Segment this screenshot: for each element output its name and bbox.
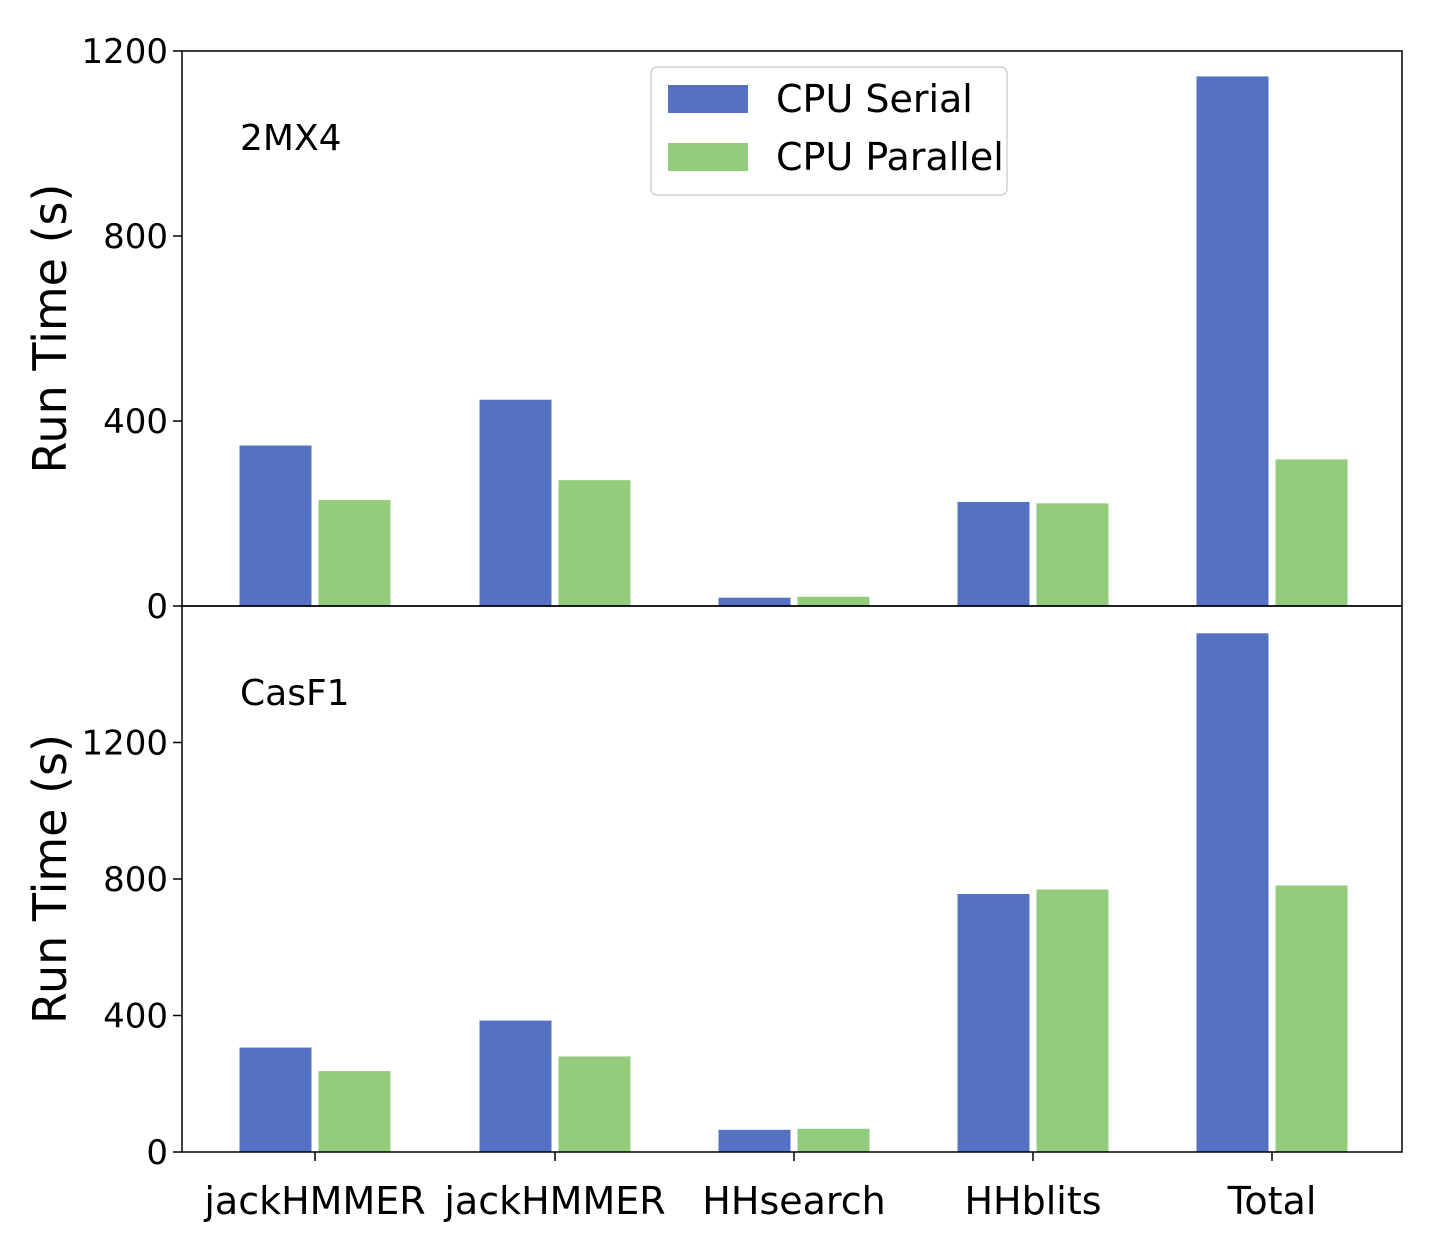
bar-cpu-parallel-2 bbox=[797, 596, 870, 606]
bar-cpu-serial-2 bbox=[718, 1129, 791, 1152]
bar-cpu-parallel-1 bbox=[558, 1056, 631, 1152]
bar-cpu-parallel-4 bbox=[1275, 459, 1348, 606]
y-tick-label: 800 bbox=[103, 217, 168, 257]
bar-cpu-parallel-1 bbox=[558, 480, 631, 606]
bar-cpu-parallel-0 bbox=[318, 1071, 391, 1152]
y-tick-label: 400 bbox=[103, 402, 168, 442]
bar-cpu-parallel-0 bbox=[318, 500, 391, 606]
y-tick-label: 0 bbox=[146, 587, 168, 627]
bar-cpu-serial-0 bbox=[239, 1047, 312, 1152]
bar-cpu-parallel-3 bbox=[1036, 503, 1109, 606]
bar-cpu-serial-0 bbox=[239, 445, 312, 606]
x-tick-label: HHblits bbox=[964, 1179, 1101, 1223]
bar-cpu-serial-2 bbox=[718, 597, 791, 606]
x-tick-label: jackHMMER bbox=[203, 1179, 425, 1223]
y-tick-label: 1200 bbox=[81, 724, 168, 764]
legend-label-cpu-parallel: CPU Parallel bbox=[776, 135, 1004, 179]
x-tick-label: HHsearch bbox=[702, 1179, 885, 1223]
legend-swatch-cpu-serial bbox=[668, 85, 748, 113]
bar-cpu-parallel-3 bbox=[1036, 889, 1109, 1152]
panel-label: CasF1 bbox=[240, 673, 350, 714]
bar-cpu-serial-3 bbox=[957, 894, 1030, 1152]
chart-legend: CPU Serial CPU Parallel bbox=[650, 66, 1008, 196]
bar-cpu-serial-3 bbox=[957, 501, 1030, 606]
x-tick-label: jackHMMER bbox=[443, 1179, 665, 1223]
chart-panel-2mx4: 0 400 800 1200 Run Time (s) 2MX4 bbox=[23, 32, 1403, 627]
y-tick-label: 1200 bbox=[81, 32, 168, 72]
y-axis-title: Run Time (s) bbox=[23, 734, 77, 1024]
bar-cpu-serial-4 bbox=[1196, 633, 1269, 1152]
legend-label-cpu-serial: CPU Serial bbox=[776, 77, 973, 121]
bar-cpu-serial-1 bbox=[479, 399, 552, 606]
x-tick-label: Total bbox=[1227, 1179, 1317, 1223]
bar-cpu-parallel-4 bbox=[1275, 885, 1348, 1152]
y-tick-label: 800 bbox=[103, 860, 168, 900]
bar-cpu-serial-4 bbox=[1196, 76, 1269, 606]
y-axis-title: Run Time (s) bbox=[23, 184, 77, 474]
bar-cpu-parallel-2 bbox=[797, 1128, 870, 1152]
panel-label: 2MX4 bbox=[240, 118, 342, 159]
y-tick-label: 400 bbox=[103, 997, 168, 1037]
legend-swatch-cpu-parallel bbox=[668, 143, 748, 171]
y-tick-label: 0 bbox=[146, 1133, 168, 1173]
bar-cpu-serial-1 bbox=[479, 1020, 552, 1152]
